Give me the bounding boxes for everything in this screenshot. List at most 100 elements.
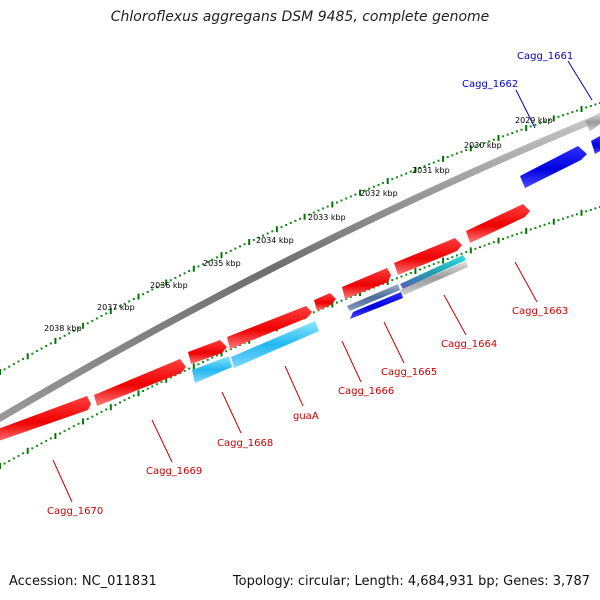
outer-ring-tick xyxy=(151,288,154,291)
outer-ring-tick xyxy=(469,145,472,152)
genome-backbone xyxy=(0,113,600,423)
feature-cagg-1664[interactable] xyxy=(394,238,462,275)
gene-label-cagg-1670[interactable]: Cagg_1670 xyxy=(47,506,103,517)
inner-ring-tick xyxy=(225,350,228,353)
outer-ring-tick xyxy=(529,125,532,128)
outer-ring-tick xyxy=(59,337,61,340)
outer-ring-tick xyxy=(17,360,20,363)
outer-ring-tick xyxy=(271,230,274,233)
outer-ring-tick xyxy=(571,111,574,114)
inner-ring-tick xyxy=(26,447,29,454)
outer-ring-tick xyxy=(345,197,348,200)
inner-ring-tick xyxy=(132,394,135,397)
outer-ring-tick xyxy=(8,365,11,368)
outer-ring-tick xyxy=(109,308,112,314)
feature-cagg-1661-blue[interactable] xyxy=(591,136,600,154)
inner-ring-tick xyxy=(183,369,186,372)
tick-label-2034: 2034 kbp xyxy=(256,236,294,245)
feature-rev-e[interactable] xyxy=(231,321,319,368)
outer-ring-tick xyxy=(372,185,375,188)
inner-ring-tick xyxy=(331,301,334,308)
feature-cagg-1668[interactable] xyxy=(188,340,227,364)
inner-ring-tick xyxy=(215,354,218,357)
tick-labels: 2029 kbp 2030 kbp 2031 kbp 2032 kbp 2033… xyxy=(44,116,553,333)
feature-cagg-1662[interactable] xyxy=(520,146,587,188)
inner-ring-tick xyxy=(340,299,343,302)
outer-ring-tick xyxy=(506,133,509,136)
gene-label-cagg-1669[interactable]: Cagg_1669 xyxy=(146,466,202,477)
inner-ring-tick xyxy=(54,433,57,439)
inner-ring-tick xyxy=(432,263,435,266)
feature-rev-b[interactable] xyxy=(400,261,468,295)
inner-ring-tick xyxy=(515,233,518,236)
outer-ring-tick xyxy=(395,176,398,179)
gene-label-cagg-1665[interactable]: Cagg_1665 xyxy=(381,367,437,378)
feature-cagg-1663[interactable] xyxy=(466,204,530,243)
inner-ring-tick xyxy=(35,444,38,447)
inner-ring-tick xyxy=(86,418,89,420)
inner-ring-tick xyxy=(409,271,412,274)
outer-ring-tick xyxy=(511,132,514,134)
tick-label-2032: 2032 kbp xyxy=(360,189,398,198)
outer-ring-tick xyxy=(488,140,491,143)
inner-ring-tick xyxy=(3,462,6,465)
feature-cagg-1661[interactable] xyxy=(584,112,600,132)
outer-ring-tick xyxy=(160,283,163,286)
feature-rev-c[interactable] xyxy=(347,284,400,311)
feature-rev-f[interactable] xyxy=(192,356,232,383)
outer-ring-tick xyxy=(539,122,541,125)
outer-ring-tick xyxy=(289,221,292,224)
gene-label-cagg-1663[interactable]: Cagg_1663 xyxy=(512,306,568,317)
inner-ring-tick xyxy=(119,401,121,404)
gene-label-cagg-1668[interactable]: Cagg_1668 xyxy=(217,438,273,449)
inner-ring-tick xyxy=(492,241,495,244)
outer-scale-ring xyxy=(0,102,600,375)
outer-ring-tick xyxy=(322,207,325,210)
outer-ring-tick xyxy=(100,314,103,317)
feature-rev-a[interactable] xyxy=(400,255,466,289)
gene-label-cagg-1661[interactable]: Cagg_1661 xyxy=(517,51,573,62)
outer-ring-tick xyxy=(409,170,412,173)
outer-ring-tick xyxy=(391,178,394,181)
outer-ring-tick xyxy=(465,149,468,151)
outer-ring-tick xyxy=(474,145,477,148)
feature-cagg-1669[interactable] xyxy=(94,359,186,406)
inner-ring-tick xyxy=(534,226,537,229)
tick-label-2033: 2033 kbp xyxy=(308,213,346,222)
outer-ring-tick xyxy=(562,114,565,117)
outer-ring-tick xyxy=(543,120,546,123)
outer-ring-tick xyxy=(45,345,48,347)
inner-ring-tick xyxy=(580,209,583,216)
outer-ring-tick xyxy=(460,150,463,153)
inner-ring-tick xyxy=(95,413,98,416)
inner-ring-tick xyxy=(566,216,569,219)
tick-label-2035: 2035 kbp xyxy=(203,259,241,268)
outer-ring-tick xyxy=(368,187,371,190)
outer-ring-tick xyxy=(492,138,495,141)
inner-ring-tick xyxy=(40,442,43,445)
outer-ring-tick xyxy=(82,322,85,329)
inner-ring-tick xyxy=(335,301,338,304)
feature-guaa[interactable] xyxy=(227,306,312,349)
feature-cagg-1665[interactable] xyxy=(342,268,391,299)
inner-ring-tick xyxy=(123,399,126,402)
feature-cagg-1670[interactable] xyxy=(0,396,91,444)
outer-ring-tick xyxy=(220,252,223,259)
gene-label-cagg-1664[interactable]: Cagg_1664 xyxy=(441,339,497,350)
feature-cagg-1666[interactable] xyxy=(314,293,336,311)
gene-label-cagg-1662[interactable]: Cagg_1662 xyxy=(462,79,518,90)
outer-ring-tick xyxy=(585,106,588,109)
outer-ring-tick xyxy=(377,183,380,186)
gene-label-guaa[interactable]: guaA xyxy=(293,411,319,422)
inner-ring-tick xyxy=(575,213,578,216)
inner-ring-tick xyxy=(442,257,445,264)
inner-ring-tick xyxy=(405,273,408,276)
gene-label-cagg-1666[interactable]: Cagg_1666 xyxy=(338,386,394,397)
outer-ring-tick xyxy=(91,319,94,322)
feature-rev-d[interactable] xyxy=(350,292,403,319)
inner-ring-tick xyxy=(437,261,440,264)
inner-ring-tick xyxy=(72,425,75,428)
outer-ring-tick xyxy=(262,234,265,237)
outer-ring-tick xyxy=(382,181,385,184)
inner-ring-tick xyxy=(419,268,421,271)
